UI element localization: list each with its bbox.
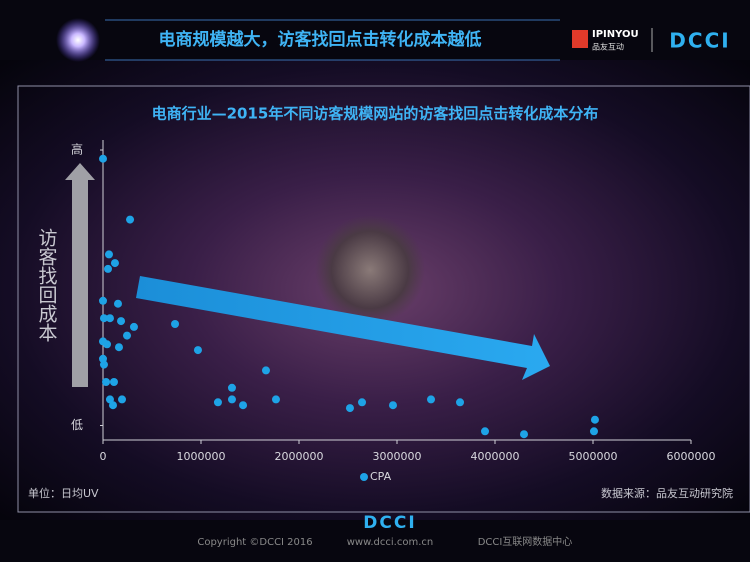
chart-title: 电商行业—2015年不同访客规模网站的访客找回点击转化成本分布 [152,105,599,123]
point [113,299,122,308]
unit-note: 单位：日均UV [28,486,99,500]
dcci-logo: DCCI [669,29,730,53]
x-tick-label: 4000000 [471,450,520,463]
x-tick-label: 1000000 [177,450,226,463]
point [590,415,599,424]
point [118,395,127,404]
point [117,317,126,326]
point [104,250,113,259]
point [481,427,490,436]
x-tick-label: 3000000 [373,450,422,463]
point [103,264,112,273]
point [456,398,465,407]
point [110,259,119,268]
point [271,395,280,404]
point [239,401,248,410]
brand-logo-cn: 品友互动 [592,42,624,52]
up-arrow [65,163,95,387]
point [99,360,108,369]
point [99,154,107,163]
point [227,383,236,392]
point [227,395,236,404]
copyright: Copyright ©DCCI 2016 [197,537,312,548]
brand-logo: IPINYOU [592,29,639,40]
point [193,346,202,355]
point [520,430,529,439]
point [345,404,354,413]
point [261,366,270,375]
chart-frame [17,85,750,513]
point [589,427,598,436]
point [358,398,367,407]
source-note: 数据来源：品友互动研究院 [601,486,733,500]
brand-icon [572,30,588,48]
point [388,401,397,410]
y-tick-label: 高 [71,142,83,157]
point [171,320,180,328]
organization: DCCI互联网数据中心 [478,535,573,548]
y-tick-label: 低 [71,418,83,432]
x-tick-label: 2000000 [275,450,324,463]
point [99,314,108,323]
footer-logo: DCCI [363,513,416,533]
point [109,378,118,386]
star-icon [56,18,100,62]
point [123,331,132,340]
point [427,395,436,404]
slide-title: 电商规模越大，访客找回点击转化成本越低 [159,29,482,50]
website: www.dcci.com.cn [347,537,433,548]
point [213,398,222,407]
y-axis-label: 访客找回成本 [36,228,58,342]
point [129,322,138,331]
plot: 0 1000000 2000000 3000000 4000000 5000000 6000… [71,140,716,483]
point [108,401,117,410]
legend-label: CPA [370,470,392,483]
point [126,215,135,224]
point [102,378,111,386]
legend-swatch [360,473,368,481]
trend-arrow [136,276,550,380]
point [114,343,123,352]
planet [315,215,425,325]
x-tick-label: 6000000 [667,450,716,463]
x-tick-label: 5000000 [569,450,618,463]
point [105,314,114,323]
point [103,340,112,349]
point [99,296,107,305]
x-tick-label: 0 [100,450,107,463]
